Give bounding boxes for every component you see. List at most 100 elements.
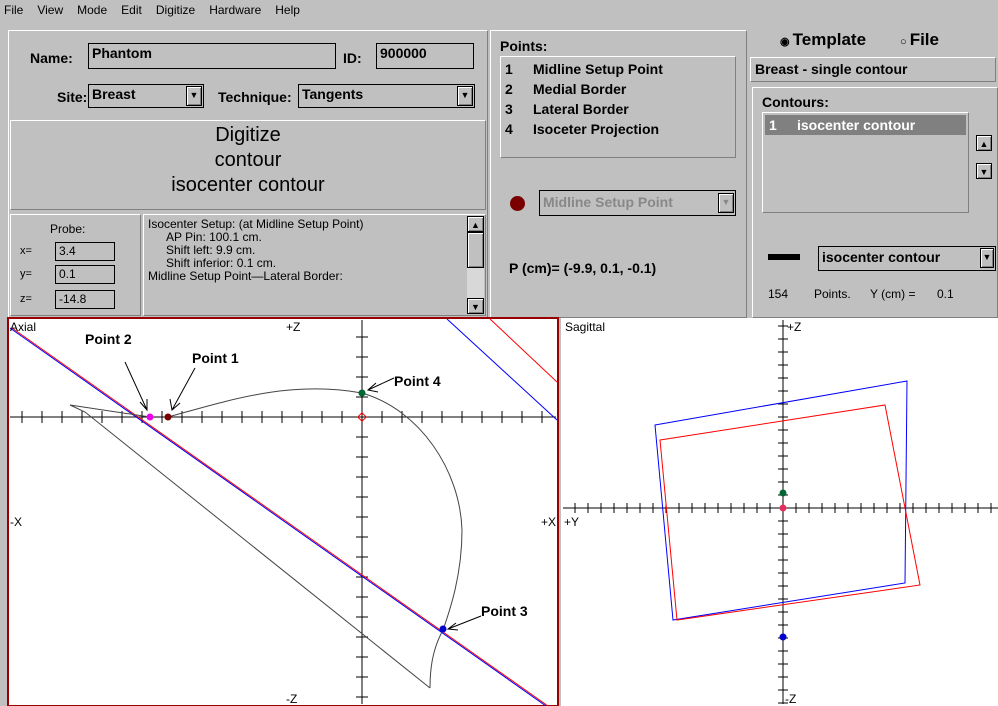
label: Points. [814, 287, 851, 301]
menu-item[interactable]: Hardware [209, 3, 262, 17]
y-value: 0.1 [937, 287, 954, 301]
line-style [768, 254, 800, 260]
radio-template[interactable]: ◉ Template [780, 30, 867, 49]
list-item[interactable]: 1 Midline Setup Point [505, 59, 731, 79]
item-label: Isoceter Projection [533, 121, 660, 137]
menu-item[interactable]: Help [275, 3, 300, 17]
point-count: 154 [768, 287, 789, 301]
name-input[interactable]: Phantom [88, 43, 336, 69]
item-number: 2 [505, 81, 513, 97]
annotation: Point 4 [394, 373, 441, 389]
log-line: AP Pin: 100.1 cm. [166, 230, 262, 244]
beam-edge [11, 327, 549, 706]
menu-item[interactable]: Digitize [155, 3, 196, 17]
technique-select[interactable]: Tangents [298, 84, 475, 108]
axis-label: +Z [787, 320, 801, 334]
label: Y (cm) = [870, 287, 916, 301]
site-select[interactable]: Breast [88, 84, 204, 108]
log-line: Midline Setup Point—Lateral Border: [148, 269, 343, 283]
isocenter [357, 412, 367, 422]
probe-x: 3.4 [55, 242, 115, 261]
label: x= [20, 245, 32, 257]
menu-item[interactable]: Edit [121, 3, 142, 17]
list-item[interactable]: 3 Lateral Border [505, 99, 731, 119]
menu-bar: File View Mode Edit Digitize Hardware Help [4, 3, 314, 17]
log-line: Shift left: 9.9 cm. [166, 243, 256, 257]
contours-title: Contours: [762, 94, 829, 110]
view-title: Sagittal [565, 320, 605, 334]
point [779, 504, 787, 512]
radio-file[interactable]: ○ File [900, 30, 939, 49]
sagittal-view[interactable] [561, 318, 998, 706]
label: ID: [343, 50, 362, 66]
menu-item[interactable]: Mode [77, 3, 108, 17]
axis-label: -Z [785, 692, 796, 706]
list-item[interactable]: 1 isocenter contour [765, 115, 966, 135]
template-name: Breast - single contour [750, 57, 996, 82]
annotation: Point 2 [85, 331, 132, 347]
probe-title: Probe: [50, 222, 86, 236]
contours-list: 1 isocenter contour [762, 112, 969, 213]
scroll-down[interactable]: ▼ [976, 163, 992, 179]
point-2 [146, 413, 154, 421]
status-line: isocenter contour [171, 174, 325, 196]
axial-view[interactable] [7, 317, 559, 706]
axis-label: +Z [286, 320, 300, 334]
item-label: Lateral Border [533, 101, 629, 117]
dropdown-button[interactable]: ▼ [718, 193, 734, 213]
scroll-up[interactable]: ▲ [467, 216, 484, 232]
probe-z: -14.8 [55, 290, 115, 309]
item-number: 4 [505, 121, 513, 137]
menu-item[interactable]: File [4, 3, 24, 17]
item-number: 1 [769, 117, 777, 133]
log-box: Isocenter Setup: (at Midline Setup Point… [143, 214, 486, 316]
label: Name: [30, 50, 73, 66]
label: Site: [57, 89, 88, 105]
list-item[interactable]: 4 Isoceter Projection [505, 119, 731, 139]
point [779, 633, 787, 641]
beam-edge [9, 327, 547, 706]
point-4 [358, 389, 366, 397]
label: y= [20, 268, 32, 280]
contour-select[interactable]: isocenter contour [818, 246, 996, 271]
annotation: Point 3 [481, 603, 528, 619]
points-title: Points: [500, 38, 548, 54]
dropdown-button[interactable]: ▼ [457, 86, 473, 106]
probe-box [10, 214, 141, 316]
view-title: Axial [10, 320, 36, 334]
scroll-thumb[interactable] [467, 232, 484, 268]
axis-label: -X [10, 515, 22, 529]
radio-label: File [909, 30, 939, 49]
dropdown-button[interactable]: ▼ [186, 86, 202, 106]
annotation: Point 1 [192, 350, 239, 366]
item-label: Medial Border [533, 81, 627, 97]
point-3 [439, 625, 447, 633]
list-item[interactable]: 2 Medial Border [505, 79, 731, 99]
beam-edge [446, 318, 558, 421]
label: Technique: [218, 89, 292, 105]
status-line: Digitize [215, 124, 281, 146]
axial-drawing [9, 318, 558, 706]
points-list: 1 Midline Setup Point 2 Medial Border 3 Lat… [500, 56, 736, 158]
point-select[interactable]: Midline Setup Point [539, 190, 736, 216]
axis-label: +X [541, 515, 556, 529]
axis-label: +Y [564, 515, 579, 529]
item-number: 1 [505, 61, 513, 77]
axis-label: -Z [286, 692, 297, 706]
scroll-down[interactable]: ▼ [467, 298, 484, 314]
item-label: isocenter contour [797, 117, 916, 133]
status-box: Digitize contour isocenter contour [10, 120, 486, 210]
id-input[interactable]: 900000 [376, 43, 474, 69]
menu-item[interactable]: View [37, 3, 64, 17]
log-line: Shift inferior: 0.1 cm. [166, 256, 277, 270]
sagittal-drawing [654, 380, 921, 641]
probe-y: 0.1 [55, 265, 115, 284]
dropdown-button[interactable]: ▼ [980, 248, 994, 268]
item-label: Midline Setup Point [533, 61, 663, 77]
point-color [510, 196, 525, 211]
scroll-up[interactable]: ▲ [976, 135, 992, 151]
label: z= [20, 293, 32, 305]
